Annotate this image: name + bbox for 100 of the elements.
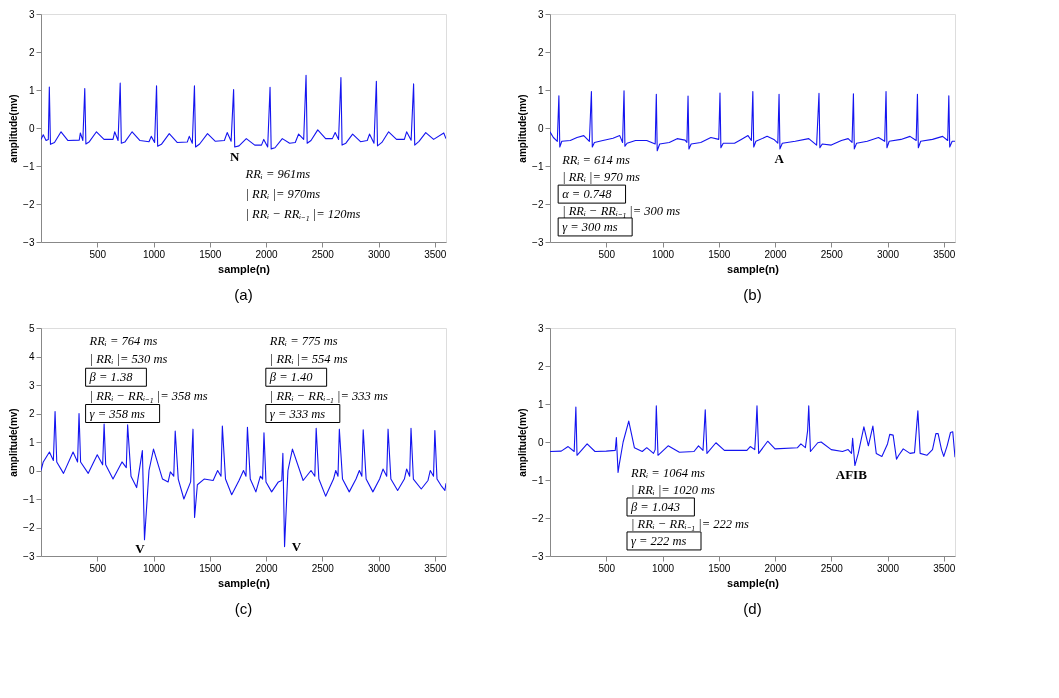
x-tick-label: 2000 <box>764 248 788 260</box>
annotation: | RRᵢ |= 970 ms <box>562 170 640 185</box>
x-tick-label: 3500 <box>424 248 447 260</box>
y-tick-label: −3 <box>23 236 35 248</box>
y-tick-label: −2 <box>532 198 544 210</box>
y-tick-label: 2 <box>28 408 35 419</box>
y-tick-label: 5 <box>28 322 35 334</box>
y-tick-label: −1 <box>532 474 544 486</box>
y-tick-label: 0 <box>28 122 35 134</box>
x-tick-label: 1500 <box>708 562 731 574</box>
annotation: | RRᵢ − RRᵢ₋₁ |= 300 ms <box>562 203 681 218</box>
x-axis-title: sample(n) <box>727 262 780 275</box>
annotation: RRᵢ = 764 ms <box>88 333 158 348</box>
y-tick-label: 2 <box>537 46 544 58</box>
y-tick-label: −2 <box>23 522 35 533</box>
x-tick-label: 500 <box>89 248 107 260</box>
x-tick-label: 2000 <box>255 562 279 574</box>
text: (d) <box>743 600 762 617</box>
x-tick-label: 1000 <box>651 562 675 574</box>
line-series <box>41 74 446 150</box>
x-tick-label: 2000 <box>764 562 788 574</box>
annotation: V <box>135 540 146 556</box>
y-tick-label: 3 <box>537 8 544 20</box>
y-tick-label: −2 <box>23 198 35 210</box>
y-tick-label: 2 <box>28 46 35 58</box>
x-tick-label: 1000 <box>142 562 166 574</box>
x-tick-label: 1500 <box>708 248 731 260</box>
y-axis-title: amplitude(mv) <box>517 408 529 477</box>
y-axis-title: amplitude(mv) <box>517 94 529 163</box>
y-tick-label: −1 <box>23 160 35 172</box>
text: (a) <box>234 286 253 303</box>
x-tick-label: 3000 <box>367 248 391 260</box>
text: (b) <box>743 286 762 303</box>
y-tick-label: −3 <box>23 550 35 562</box>
annotation: β = 1.043 <box>630 499 681 514</box>
annotation: γ = 222 ms <box>631 533 687 548</box>
y-tick-label: −3 <box>532 550 544 562</box>
y-tick-label: −1 <box>23 493 35 505</box>
x-tick-label: 3500 <box>424 562 447 574</box>
x-tick-label: 1000 <box>651 248 675 260</box>
y-tick-label: −2 <box>532 512 544 524</box>
annotation: γ = 300 ms <box>562 219 618 234</box>
annotation: | RRᵢ − RRᵢ₋₁ |= 222 ms <box>631 517 750 532</box>
x-tick-label: 500 <box>598 562 616 574</box>
annotation: | RRᵢ |= 1020 ms <box>631 483 716 498</box>
line-series <box>550 90 955 152</box>
annotation: RRᵢ = 961ms <box>244 166 311 181</box>
x-tick-label: 3500 <box>933 248 956 260</box>
y-tick-label: 0 <box>537 436 544 448</box>
annotation: N <box>229 148 240 164</box>
y-tick-label: −1 <box>532 160 544 172</box>
y-tick-label: 2 <box>537 360 544 372</box>
x-tick-label: 3500 <box>933 562 956 574</box>
y-tick-label: 0 <box>537 122 544 134</box>
y-tick-label: 3 <box>28 379 35 391</box>
y-tick-label: 1 <box>28 436 35 448</box>
y-tick-label: 3 <box>28 8 35 20</box>
annotation: AFIB <box>835 467 868 483</box>
text: (c) <box>234 600 253 617</box>
annotation: V <box>291 539 302 555</box>
x-tick-label: 1000 <box>142 248 166 260</box>
y-tick-label: 1 <box>537 398 544 410</box>
annotation: | RRᵢ − RRᵢ₋₁ |= 358 ms <box>89 388 208 403</box>
annotation: A <box>774 151 785 167</box>
annotation: | RRᵢ − RRᵢ₋₁ |= 333 ms <box>269 388 388 403</box>
annotation: | RRᵢ − RRᵢ₋₁ |= 120ms <box>245 206 361 221</box>
y-tick-label: 1 <box>28 84 35 96</box>
y-tick-label: 0 <box>28 465 35 476</box>
annotation: RRᵢ = 614 ms <box>561 152 630 167</box>
annotation: | RRᵢ |= 554 ms <box>269 352 348 367</box>
y-tick-label: 4 <box>28 351 35 362</box>
x-tick-label: 2500 <box>311 248 335 260</box>
annotation: α = 0.748 <box>562 187 613 202</box>
y-tick-label: 3 <box>537 322 544 334</box>
x-axis-title: sample(n) <box>727 576 780 589</box>
annotation: β = 1.40 <box>268 370 314 385</box>
annotation: γ = 333 ms <box>269 406 326 421</box>
annotation: RRᵢ = 775 ms <box>268 333 338 348</box>
annotation: | RRᵢ |= 970ms <box>245 187 321 202</box>
x-tick-label: 500 <box>89 562 107 574</box>
x-axis-title: sample(n) <box>218 576 271 589</box>
x-tick-label: 3000 <box>876 248 900 260</box>
x-tick-label: 3000 <box>367 562 391 574</box>
x-tick-label: 3000 <box>876 562 900 574</box>
x-tick-label: 1500 <box>199 248 222 260</box>
x-axis-title: sample(n) <box>218 262 271 275</box>
x-tick-label: 1500 <box>199 562 222 574</box>
annotation: | RRᵢ |= 530 ms <box>89 352 168 367</box>
y-tick-label: 1 <box>537 84 544 96</box>
y-axis-title: amplitude(mv) <box>8 408 20 477</box>
y-axis-title: amplitude(mv) <box>8 94 20 163</box>
x-tick-label: 2500 <box>820 248 844 260</box>
y-tick-label: −3 <box>532 236 544 248</box>
annotation: γ = 358 ms <box>89 406 146 421</box>
annotation: β = 1.38 <box>88 370 134 385</box>
x-tick-label: 2000 <box>255 248 279 260</box>
x-tick-label: 2500 <box>311 562 335 574</box>
x-tick-label: 500 <box>598 248 616 260</box>
x-tick-label: 2500 <box>820 562 844 574</box>
annotation: RRᵢ = 1064 ms <box>630 466 706 481</box>
